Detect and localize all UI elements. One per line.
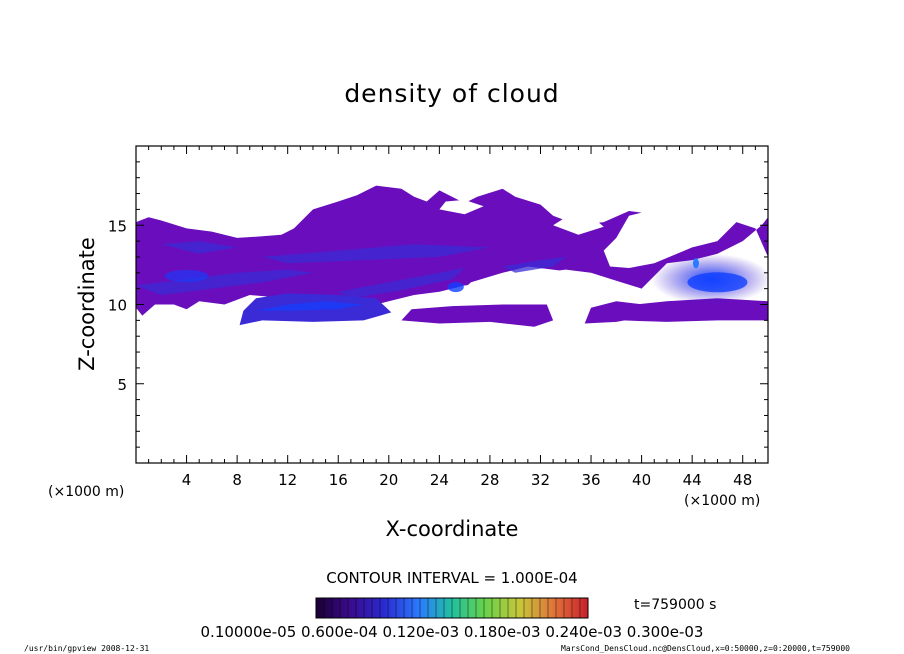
cloud-dense-streak — [262, 244, 490, 264]
x-unit-left: (×1000 m) — [48, 484, 124, 500]
x-axis-label: X-coordinate — [386, 517, 519, 541]
x-tick-label: 24 — [430, 471, 449, 489]
x-tick-label: 8 — [232, 471, 242, 489]
cloud-gap — [452, 266, 585, 300]
footer-left: /usr/bin/gpview 2008-12-31 — [24, 644, 149, 653]
cloud-gap — [553, 215, 604, 235]
x-tick-label: 16 — [329, 471, 348, 489]
cloud-dense-streak — [136, 269, 313, 295]
x-tick-label: 20 — [379, 471, 398, 489]
cloud-mid-core — [447, 282, 464, 293]
cloud-gap — [439, 199, 484, 215]
cloud-right-core-peak — [692, 258, 699, 269]
x-tick-label: 36 — [581, 471, 600, 489]
cloud-field — [136, 185, 768, 327]
x-tick-label: 12 — [278, 471, 297, 489]
cloud-dense-streak — [502, 256, 566, 273]
x-tick-label: 48 — [733, 471, 752, 489]
x-tick-label: 4 — [182, 471, 192, 489]
cloud-dense-rim — [256, 301, 364, 311]
colorbar-labels: 0.10000e-05 0.600e-04 0.120e-03 0.180e-0… — [201, 623, 704, 641]
time-label: t=759000 s — [634, 597, 716, 613]
cloud-right-core-center — [687, 272, 748, 293]
cloud-dense-streak — [161, 241, 238, 254]
cloud-lower-middle-lens — [401, 304, 554, 327]
x-tick-label: 40 — [632, 471, 651, 489]
x-tick-label: 32 — [531, 471, 550, 489]
y-tick-label: 10 — [108, 297, 127, 315]
x-unit-right: (×1000 m) — [684, 493, 760, 509]
cloud-right-lower — [622, 298, 768, 322]
chart-title: density of cloud — [344, 79, 559, 108]
contour-interval: CONTOUR INTERVAL = 1.000E-04 — [326, 569, 577, 587]
cloud-dense-streak — [338, 268, 465, 299]
colorbar-divisions — [323, 598, 581, 618]
footer-right: MarsCond_DensCloud.nc@DensCloud,x=0:5000… — [561, 644, 850, 653]
x-tick-label: 44 — [683, 471, 702, 489]
x-tick-label: 28 — [480, 471, 499, 489]
cloud-left-core — [164, 269, 209, 282]
y-axis-label: Z-coordinate — [75, 237, 99, 371]
y-tick-label: 15 — [108, 217, 127, 235]
y-tick-label: 5 — [117, 376, 127, 394]
